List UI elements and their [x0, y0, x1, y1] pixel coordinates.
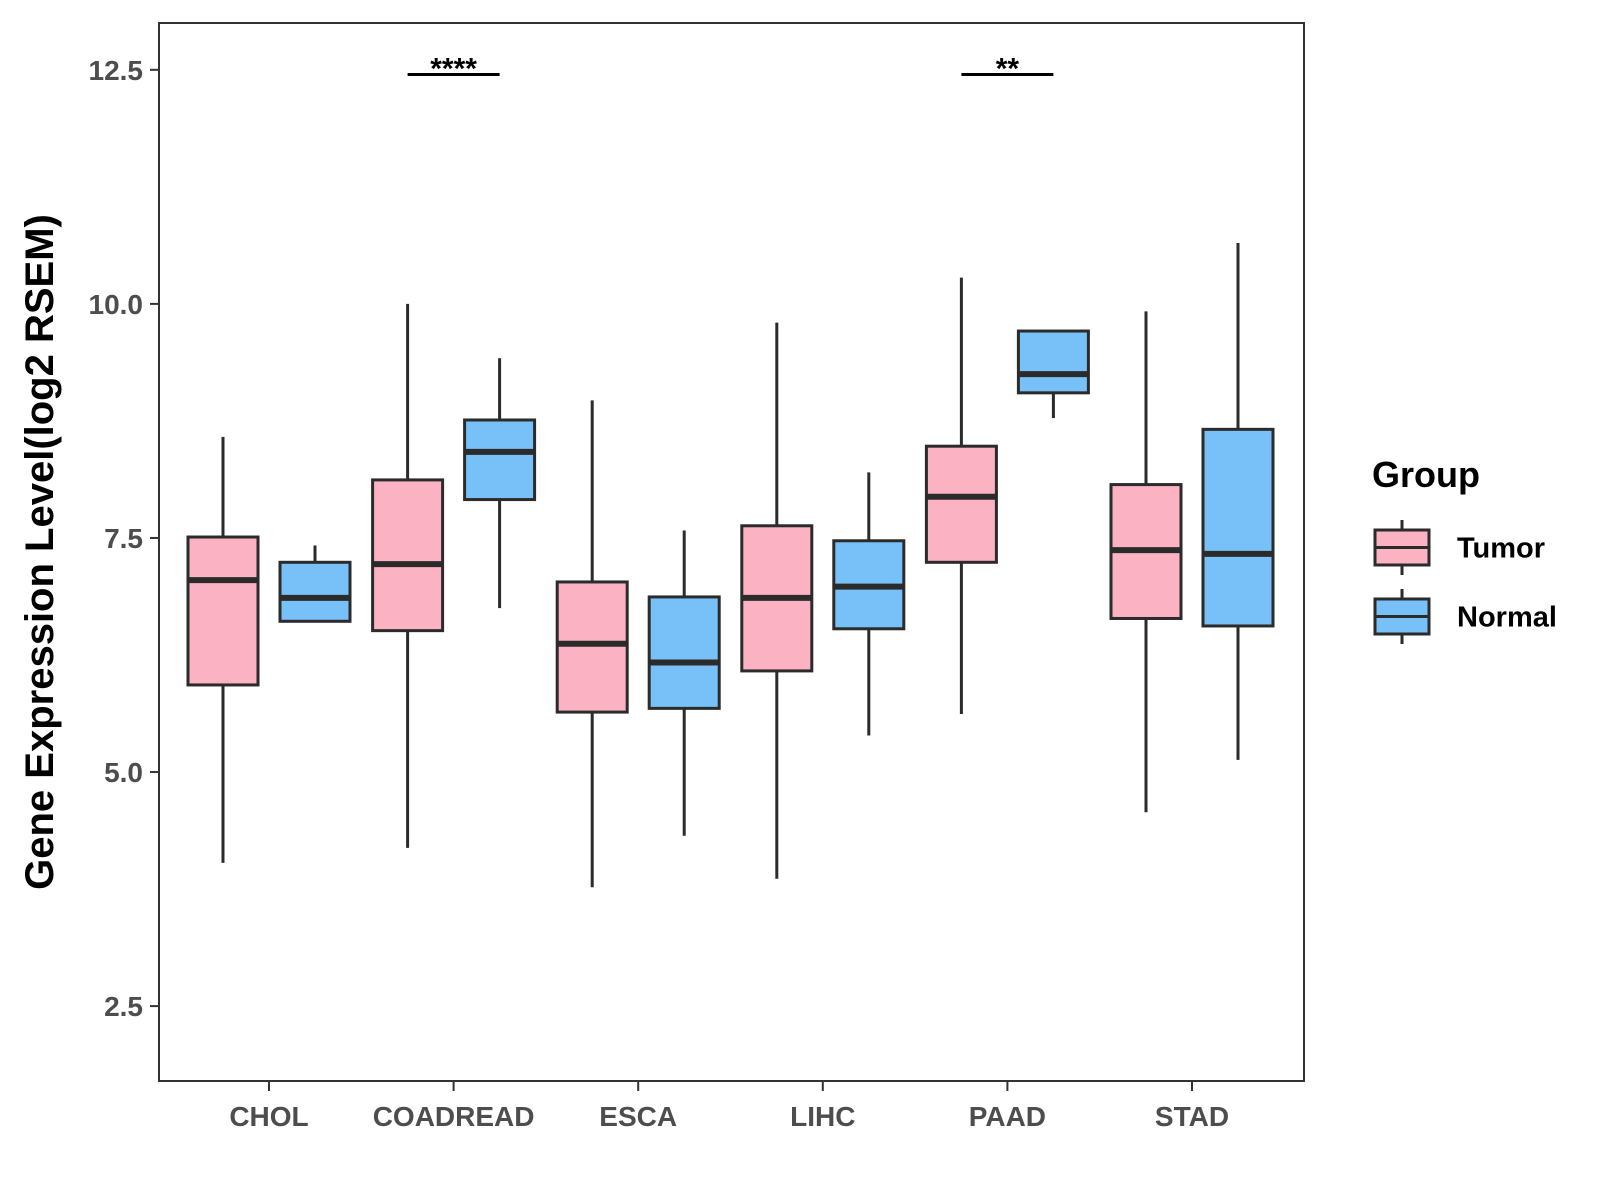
- box-normal-coadread: [463, 358, 537, 609]
- box-tumor-esca: [555, 400, 629, 888]
- box-body: [555, 580, 629, 714]
- box-tumor-chol: [186, 436, 260, 863]
- y-tick-label: 7.5: [104, 523, 143, 554]
- box-tumor-stad: [1109, 311, 1183, 813]
- y-axis: 2.5 5.0 7.5 10.0 12.5: [89, 55, 159, 1022]
- y-tick-label: 5.0: [104, 757, 143, 788]
- significance-label-coadread: ****: [430, 52, 477, 85]
- box-body: [1016, 329, 1090, 395]
- box-normal-chol: [278, 545, 352, 623]
- x-tick-label-esca: ESCA: [599, 1101, 677, 1132]
- box-tumor-coadread: [371, 303, 445, 848]
- legend-label-normal: Normal: [1457, 602, 1557, 634]
- plot-panel-border: [158, 22, 1305, 1082]
- x-tick-label-chol: CHOL: [229, 1101, 308, 1132]
- box-body: [186, 535, 260, 687]
- x-tick-label-stad: STAD: [1155, 1101, 1229, 1132]
- box-body: [278, 560, 352, 623]
- box-normal-paad: [1016, 329, 1090, 419]
- box-body: [924, 444, 998, 564]
- x-tick-label-paad: PAAD: [969, 1101, 1046, 1132]
- box-body: [647, 595, 721, 710]
- legend-label-tumor: Tumor: [1457, 533, 1545, 565]
- box-normal-lihc: [832, 472, 906, 736]
- y-axis-title: Gene Expression Level(log2 RSEM): [18, 214, 62, 890]
- x-axis: CHOL COADREAD ESCA LIHC PAAD STAD: [229, 1081, 1229, 1132]
- legend-item-tumor: Tumor: [1373, 520, 1545, 575]
- x-tick-label-lihc: LIHC: [790, 1101, 855, 1132]
- box-tumor-paad: [924, 277, 998, 714]
- box-tumor-lihc: [740, 322, 814, 879]
- legend: Group Tumor Normal: [1372, 454, 1557, 644]
- y-tick-label: 10.0: [89, 289, 144, 320]
- box-body: [1201, 427, 1275, 628]
- box-body: [371, 478, 445, 633]
- plot-area: **** **: [186, 52, 1275, 888]
- y-tick-label: 2.5: [104, 991, 143, 1022]
- legend-title: Group: [1372, 454, 1480, 495]
- box-normal-stad: [1201, 243, 1275, 760]
- box-normal-esca: [647, 530, 721, 836]
- significance-label-paad: **: [996, 52, 1020, 85]
- x-tick-label-coadread: COADREAD: [373, 1101, 535, 1132]
- box-body: [463, 418, 537, 502]
- legend-item-normal: Normal: [1373, 589, 1557, 644]
- y-tick-label: 12.5: [89, 55, 144, 86]
